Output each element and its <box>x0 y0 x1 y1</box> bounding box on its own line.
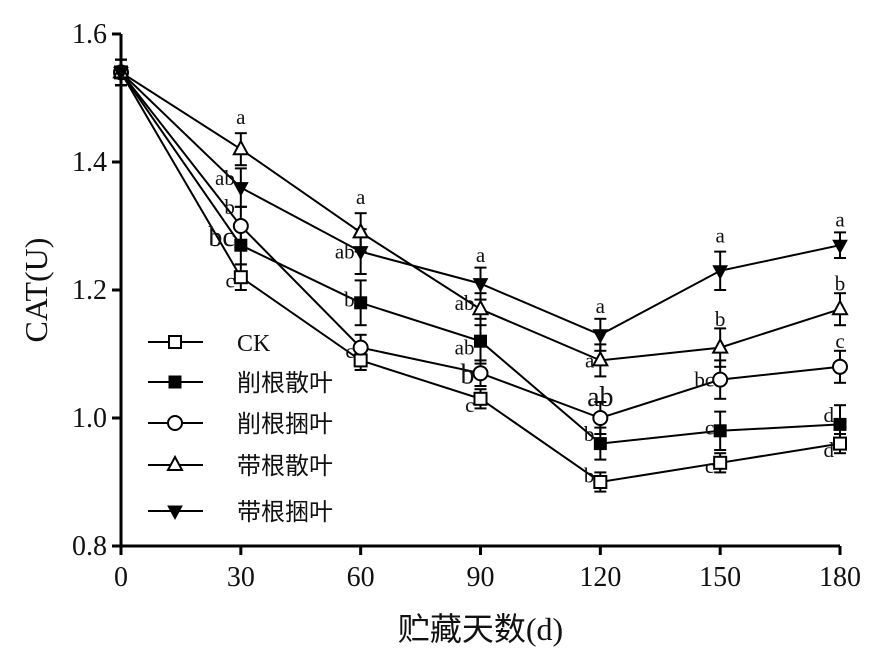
square-filled-marker <box>713 424 727 438</box>
square-filled-marker <box>234 238 248 252</box>
circle-open-marker <box>832 358 848 375</box>
significance-letter: a <box>585 348 595 372</box>
significance-letter: a <box>356 185 366 209</box>
triangle-up-open-marker <box>166 454 184 471</box>
significance-letter: b <box>461 359 475 390</box>
y-axis-title: CAT(U) <box>18 238 54 343</box>
triangle-up-open-marker <box>591 350 610 367</box>
square-open-marker <box>713 455 728 470</box>
y-tick-label: 1.4 <box>72 147 107 178</box>
triangle-down-filled-marker <box>167 505 183 521</box>
x-tick-label: 180 <box>819 562 861 593</box>
legend-label: CK <box>237 331 271 357</box>
significance-letter: c <box>705 454 714 478</box>
x-tick-label: 120 <box>579 562 621 593</box>
significance-letter: a <box>596 294 606 318</box>
significance-letter: bc <box>694 368 714 392</box>
significance-letter: ab <box>587 382 613 413</box>
triangle-up-open-marker <box>351 222 370 239</box>
significance-letter: c <box>465 393 474 417</box>
square-filled-marker <box>474 334 487 348</box>
square-filled-marker <box>168 375 182 389</box>
square-open-marker <box>473 391 488 406</box>
triangle-down-filled-marker <box>592 329 609 344</box>
significance-letter: ab <box>455 291 475 315</box>
square-filled-marker <box>354 296 368 310</box>
y-tick-label: 1.0 <box>72 403 107 434</box>
legend-label: 带根捆叶 <box>237 499 333 526</box>
legend-label: 削根散叶 <box>237 370 333 397</box>
significance-letter: a <box>236 105 246 129</box>
significance-letter: b <box>835 272 846 296</box>
significance-letter: ab <box>215 166 235 190</box>
circle-open-marker <box>352 339 369 356</box>
significance-letter: ab <box>455 336 475 360</box>
square-open-marker <box>233 270 248 285</box>
x-tick-label: 0 <box>114 562 128 593</box>
triangle-down-filled-marker <box>113 66 129 82</box>
triangle-up-open-marker <box>831 299 849 316</box>
significance-letter: d <box>824 438 835 462</box>
triangle-down-filled-marker <box>832 239 848 255</box>
significance-letter: ab <box>335 240 355 264</box>
axes: 0.8 1.0 1.2 1.4 1.6 0 30 60 90 120 150 180 <box>72 19 861 593</box>
square-open-marker <box>168 335 182 349</box>
significance-letter: b <box>224 195 235 219</box>
significance-letter: a <box>716 224 726 248</box>
circle-open-marker <box>167 415 183 431</box>
square-open-marker <box>353 353 368 368</box>
x-tick-label: 60 <box>347 562 375 593</box>
triangle-down-filled-marker <box>712 265 729 280</box>
square-open-marker <box>833 436 847 451</box>
y-tick-label: 1.6 <box>72 19 107 50</box>
y-tick-label: 0.8 <box>72 531 107 562</box>
circle-open-marker <box>232 218 249 234</box>
square-open-marker <box>593 475 608 489</box>
significance-letter: b <box>584 422 595 446</box>
significance-letter: a <box>476 243 486 267</box>
significance-letter: c <box>226 268 235 292</box>
significance-letter: c <box>705 416 714 440</box>
significance-letter: b <box>584 464 595 488</box>
significance-letter: d <box>824 403 835 427</box>
x-tick-label: 30 <box>227 562 255 593</box>
triangle-up-open-marker <box>711 337 729 354</box>
legend-label: 带根散叶 <box>237 453 333 480</box>
significance-letter: b <box>715 307 726 331</box>
triangle-down-filled-marker <box>232 182 249 197</box>
circle-open-marker <box>712 371 729 388</box>
significance-letter: c <box>835 329 844 353</box>
y-tick-label: 1.2 <box>72 275 107 306</box>
square-filled-marker <box>593 437 607 451</box>
x-tick-label: 150 <box>699 562 741 593</box>
x-axis-title: 贮藏天数(d) <box>398 611 563 647</box>
triangle-down-filled-marker <box>352 246 369 261</box>
legend-label: 削根捆叶 <box>237 411 333 438</box>
significance-letter: bc <box>208 222 234 253</box>
significance-letter: c <box>345 339 354 363</box>
x-tick-label: 90 <box>467 562 495 593</box>
circle-open-marker <box>472 365 489 382</box>
triangle-down-filled-marker <box>472 278 489 293</box>
square-filled-marker <box>833 417 847 431</box>
triangle-up-open-marker <box>471 299 490 316</box>
data-markers <box>112 62 849 489</box>
significance-letter: a <box>835 208 845 232</box>
circle-open-marker <box>592 410 609 426</box>
triangle-up-open-marker <box>232 139 250 156</box>
significance-letter: b <box>344 288 355 312</box>
